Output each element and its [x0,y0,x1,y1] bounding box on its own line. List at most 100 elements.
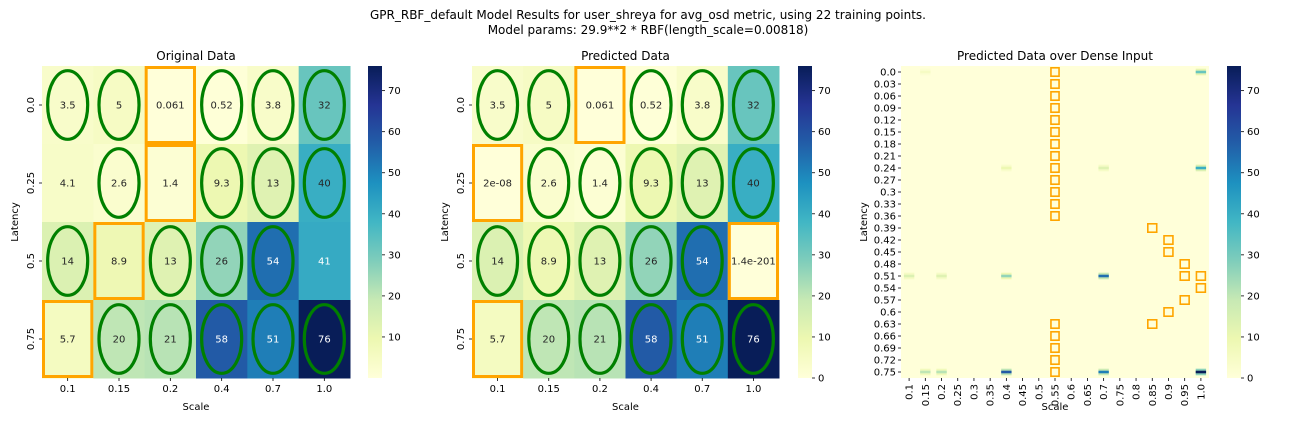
cell-value-label: 13 [696,179,709,190]
cell-value-label: 14 [61,257,74,268]
colorbar-tick-label: 10 [388,332,401,343]
cell-value-label: 41 [318,257,331,268]
training-point-marker [251,69,295,141]
heatmap-cell [1098,166,1109,170]
highlighted-cell [574,66,626,144]
cell-value-label: 58 [215,335,228,346]
cell-value-label: 8.9 [541,257,557,268]
cell-value-label: 13 [594,257,607,268]
colorbar [798,66,812,378]
x-axis-label: Scale [183,402,210,413]
y-tick-label: 0.5 [26,253,37,269]
colorbar-tick-label: 50 [1247,168,1260,179]
highlighted-cell [1195,270,1207,281]
cell-value-label: 40 [318,179,331,190]
y-axis-label: Latency [440,202,451,242]
heatmap-cell [196,66,248,145]
highlighted-cell [1050,366,1060,377]
y-tick-label: 0.48 [874,260,896,271]
training-point-marker [97,147,141,219]
training-point-marker [200,303,244,375]
heatmap-cell [727,222,780,301]
cell-value-label: 20 [542,335,555,346]
training-point-marker [527,225,571,297]
heatmap-cell [1001,370,1012,374]
heatmap-cell [523,144,575,223]
training-point-marker [629,69,673,141]
highlighted-cell [1050,151,1060,162]
cell-value-label: 32 [318,101,331,112]
x-tick-label: 0.1 [905,384,916,400]
training-point-marker [46,225,90,297]
training-point-marker [251,225,295,297]
y-tick-label: 0.75 [874,368,896,379]
cell-value-label: 5 [116,101,122,112]
y-tick-label: 0.0 [880,68,896,79]
y-tick-label: 0.42 [874,236,896,247]
training-point-marker [629,303,673,375]
cell-value-label: 1.4 [592,179,608,190]
heatmap-cell [144,66,197,145]
training-point-marker [251,303,295,375]
y-tick-label: 0.36 [874,212,896,223]
colorbar-tick-label: 60 [818,127,831,138]
highlighted-cell [1179,270,1190,281]
training-point-marker [578,147,622,219]
training-point-marker [302,147,346,219]
y-tick-label: 0.25 [26,172,37,194]
panel-predicted-data: 3.5 5 0.061 0.52 3.8 32 2e-08 2.6 1.4 9.3 13 40 14 8.… [440,49,831,413]
cell-value-label: 58 [645,335,658,346]
x-tick-label: 0.55 [1051,384,1062,406]
x-tick-label: 0.15 [921,384,932,406]
heatmap-cell [93,144,146,223]
x-tick-label: 0.2 [937,384,948,400]
training-point-marker [200,225,244,297]
training-point-marker [680,303,724,375]
colorbar-tick-label: 0 [1247,374,1253,385]
x-tick-label: 0.7 [265,384,281,395]
training-point-marker [200,69,244,141]
highlighted-cell [1050,91,1060,102]
training-point-marker [578,225,622,297]
x-tick-label: 0.1 [60,384,76,395]
colorbar-tick-label: 30 [818,250,831,261]
heatmap-cell [625,300,678,379]
heatmap-cell [298,222,351,301]
x-tick-label: 0.65 [1083,384,1094,406]
heatmap-cell [625,144,678,223]
highlighted-cell [1050,163,1060,174]
panel-original-data: 3.5 5 0.061 0.52 3.8 32 4.1 2.6 1.4 9.3 13 40 14 8.9 1… [10,49,401,413]
heatmap-cell [920,70,931,74]
x-tick-label: 0.8 [1132,384,1143,400]
cell-value-label: 21 [164,335,177,346]
cell-value-label: 13 [267,179,280,190]
colorbar-tick-label: 30 [388,250,401,261]
highlighted-cell [1050,318,1060,329]
colorbar-tick-label: 60 [388,127,401,138]
y-tick-label: 0.69 [874,344,896,355]
training-point-marker [46,69,90,141]
cell-value-label: 4.1 [60,179,76,190]
heatmap-cell [1195,70,1207,74]
highlighted-cell [1147,318,1158,329]
y-tick-label: 0.54 [874,284,896,295]
heatmap-cell [1001,166,1012,170]
heatmap-cell [727,144,780,223]
heatmap-cell [574,222,626,301]
training-point-marker [200,147,244,219]
training-point-marker [731,303,775,375]
cell-value-label: 51 [267,335,280,346]
cell-value-label: 76 [318,335,331,346]
highlighted-cell [144,66,197,144]
y-tick-label: 0.0 [26,97,37,113]
heatmap-cell [247,222,300,301]
y-tick-label: 0.57 [874,296,896,307]
colorbar-tick-label: 40 [388,209,401,220]
x-tick-label: 0.9 [1164,384,1175,400]
training-point-marker [97,303,141,375]
training-point-marker [251,147,295,219]
training-point-marker [302,69,346,141]
y-tick-label: 0.27 [874,176,896,187]
highlighted-cell [1195,282,1207,293]
